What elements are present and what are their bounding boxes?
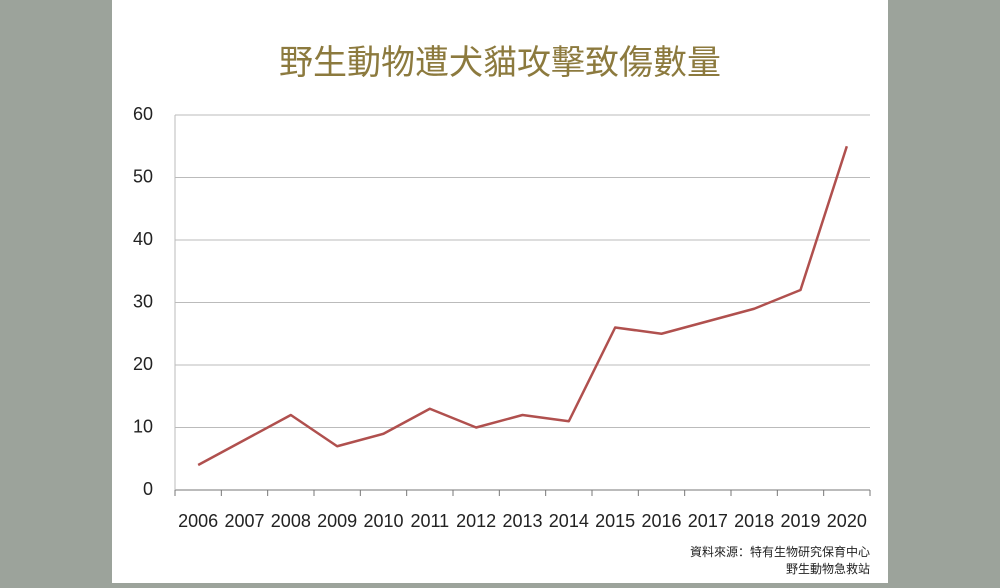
source-line: 野生動物急救站 <box>786 561 870 576</box>
y-tick-label: 40 <box>133 229 153 249</box>
y-tick-label: 0 <box>143 479 153 499</box>
x-tick-label: 2006 <box>178 511 218 531</box>
y-tick-label: 20 <box>133 354 153 374</box>
x-tick-label: 2019 <box>780 511 820 531</box>
x-tick-label: 2012 <box>456 511 496 531</box>
x-tick-label: 2013 <box>502 511 542 531</box>
x-tick-label: 2011 <box>410 511 449 531</box>
x-tick-label: 2015 <box>595 511 635 531</box>
x-tick-label: 2009 <box>317 511 357 531</box>
y-tick-label: 60 <box>133 104 153 124</box>
line-series <box>197 145 849 467</box>
x-tick-label: 2017 <box>688 511 728 531</box>
x-tick-label: 2014 <box>549 511 589 531</box>
y-tick-label: 30 <box>133 291 153 311</box>
y-tick-label: 50 <box>133 166 153 186</box>
x-tick-label: 2016 <box>641 511 681 531</box>
chart-title: 野生動物遭犬貓攻擊致傷數量 <box>279 44 721 82</box>
x-tick-label: 2010 <box>363 511 403 531</box>
x-tick-label: 2018 <box>734 511 774 531</box>
source-line: 資料來源：特有生物研究保育中心 <box>690 544 870 559</box>
x-tick-label: 2020 <box>827 511 867 531</box>
x-tick-label: 2008 <box>271 511 311 531</box>
panel <box>112 0 888 583</box>
y-tick-label: 10 <box>133 416 153 436</box>
x-tick-label: 2007 <box>224 511 264 531</box>
